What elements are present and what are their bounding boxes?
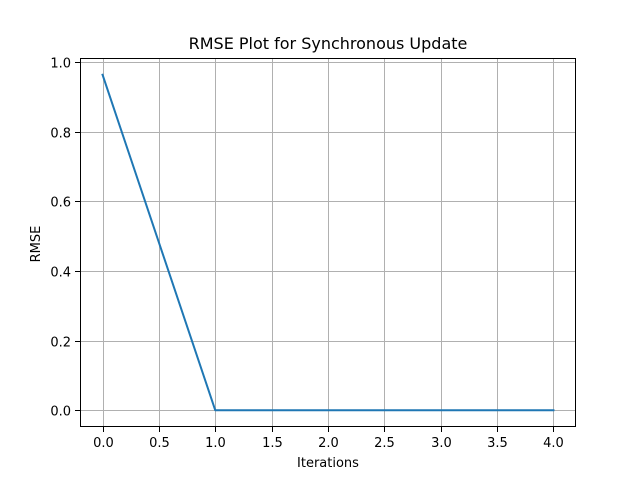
x-tick-label: 3.5: [487, 436, 508, 451]
y-tick-label: 1.0: [50, 57, 71, 72]
y-tick-label: 0.6: [50, 196, 71, 211]
x-tick-label: 0.0: [93, 436, 114, 451]
y-tick-label: 0.2: [50, 336, 71, 351]
series-layer: [101, 73, 555, 412]
y-axis-label: RMSE: [29, 226, 44, 263]
grid: [80, 58, 576, 427]
x-tick-label: 3.0: [431, 436, 452, 451]
x-tick-label: 2.0: [318, 436, 339, 451]
y-tick-label: 0.0: [50, 405, 71, 420]
ticks: 0.0 0.5 1.0 1.5 2.0 2.5 3.0 3.5 4.0 0.0 0.2 0.4 0.6 0…: [50, 57, 564, 452]
x-tick-label: 2.5: [374, 436, 395, 451]
x-tick-label: 1.0: [205, 436, 226, 451]
chart-title: RMSE Plot for Synchronous Update: [189, 34, 468, 53]
series-line: [101, 73, 555, 412]
x-tick-label: 1.5: [262, 436, 283, 451]
x-tick-label: 0.5: [149, 436, 170, 451]
axes-frame: [80, 58, 576, 427]
y-tick-label: 0.4: [50, 266, 71, 281]
x-axis-label: Iterations: [297, 456, 359, 471]
x-tick-label: 4.0: [543, 436, 564, 451]
y-tick-label: 0.8: [50, 127, 71, 142]
